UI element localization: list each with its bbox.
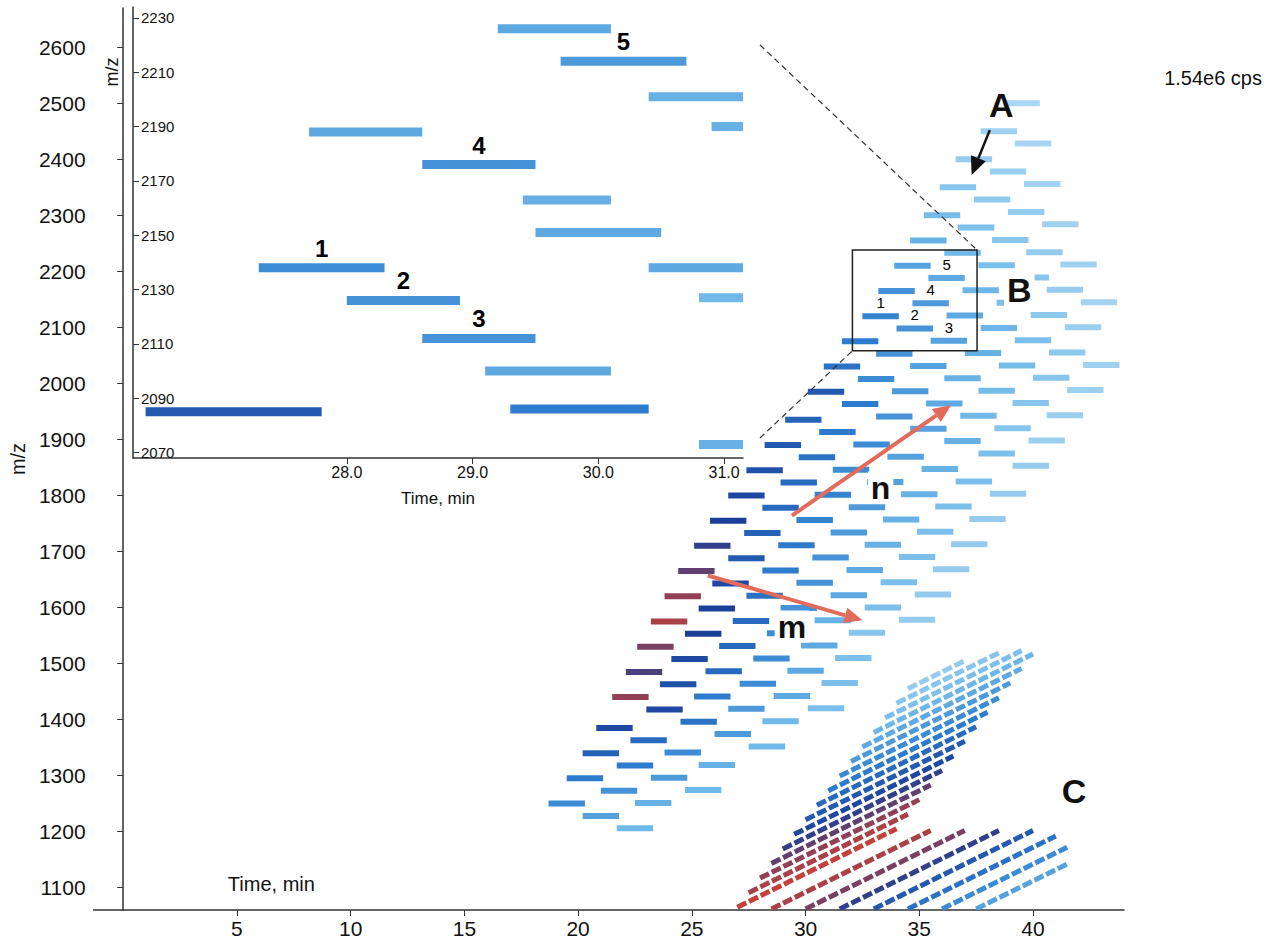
svg-text:35: 35 [908, 917, 931, 940]
svg-text:1: 1 [876, 294, 884, 311]
svg-text:m: m [778, 609, 806, 645]
svg-text:1200: 1200 [39, 820, 86, 843]
svg-text:2: 2 [911, 306, 919, 323]
svg-text:2100: 2100 [39, 316, 86, 339]
svg-text:2130: 2130 [141, 281, 174, 298]
svg-text:n: n [871, 470, 891, 506]
svg-text:1700: 1700 [39, 540, 86, 563]
svg-text:40: 40 [1021, 917, 1044, 940]
svg-text:30: 30 [794, 917, 817, 940]
svg-text:29.0: 29.0 [457, 464, 488, 481]
svg-text:2600: 2600 [39, 36, 86, 59]
svg-text:4: 4 [472, 132, 486, 159]
svg-text:1800: 1800 [39, 484, 86, 507]
svg-text:A: A [989, 86, 1014, 124]
svg-text:2190: 2190 [141, 118, 174, 135]
svg-text:B: B [1007, 271, 1032, 309]
svg-text:1900: 1900 [39, 428, 86, 451]
svg-text:m/z: m/z [7, 443, 29, 475]
svg-text:2070: 2070 [141, 444, 174, 461]
svg-text:2300: 2300 [39, 204, 86, 227]
svg-text:5: 5 [617, 28, 630, 55]
svg-text:20: 20 [566, 917, 589, 940]
svg-text:Time, min: Time, min [228, 873, 315, 895]
svg-text:28.0: 28.0 [331, 464, 362, 481]
svg-text:10: 10 [339, 917, 362, 940]
svg-text:5: 5 [942, 256, 950, 273]
svg-text:1400: 1400 [39, 708, 86, 731]
svg-text:25: 25 [680, 917, 703, 940]
svg-text:2400: 2400 [39, 148, 86, 171]
svg-text:2170: 2170 [141, 172, 174, 189]
svg-text:15: 15 [453, 917, 476, 940]
svg-text:2090: 2090 [141, 390, 174, 407]
svg-text:1300: 1300 [39, 764, 86, 787]
svg-text:2110: 2110 [141, 335, 173, 352]
svg-text:1500: 1500 [39, 652, 86, 675]
svg-text:31.0: 31.0 [709, 464, 740, 481]
svg-text:2200: 2200 [39, 260, 86, 283]
svg-text:2500: 2500 [39, 92, 86, 115]
svg-text:5: 5 [231, 917, 243, 940]
svg-text:1100: 1100 [40, 876, 85, 899]
svg-text:4: 4 [926, 281, 934, 298]
svg-text:2: 2 [397, 267, 410, 294]
svg-text:2000: 2000 [39, 372, 86, 395]
svg-text:3: 3 [945, 319, 953, 336]
svg-text:2230: 2230 [141, 9, 174, 26]
svg-text:C: C [1062, 772, 1087, 810]
svg-text:2150: 2150 [141, 227, 174, 244]
svg-text:1: 1 [315, 235, 328, 262]
svg-text:Time, min: Time, min [401, 489, 475, 508]
svg-text:30.0: 30.0 [583, 464, 614, 481]
svg-text:2210: 2210 [141, 64, 174, 81]
svg-text:3: 3 [472, 305, 485, 332]
svg-text:1.54e6 cps: 1.54e6 cps [1164, 67, 1262, 89]
svg-text:1600: 1600 [39, 596, 86, 619]
svg-text:m/z: m/z [102, 58, 122, 87]
